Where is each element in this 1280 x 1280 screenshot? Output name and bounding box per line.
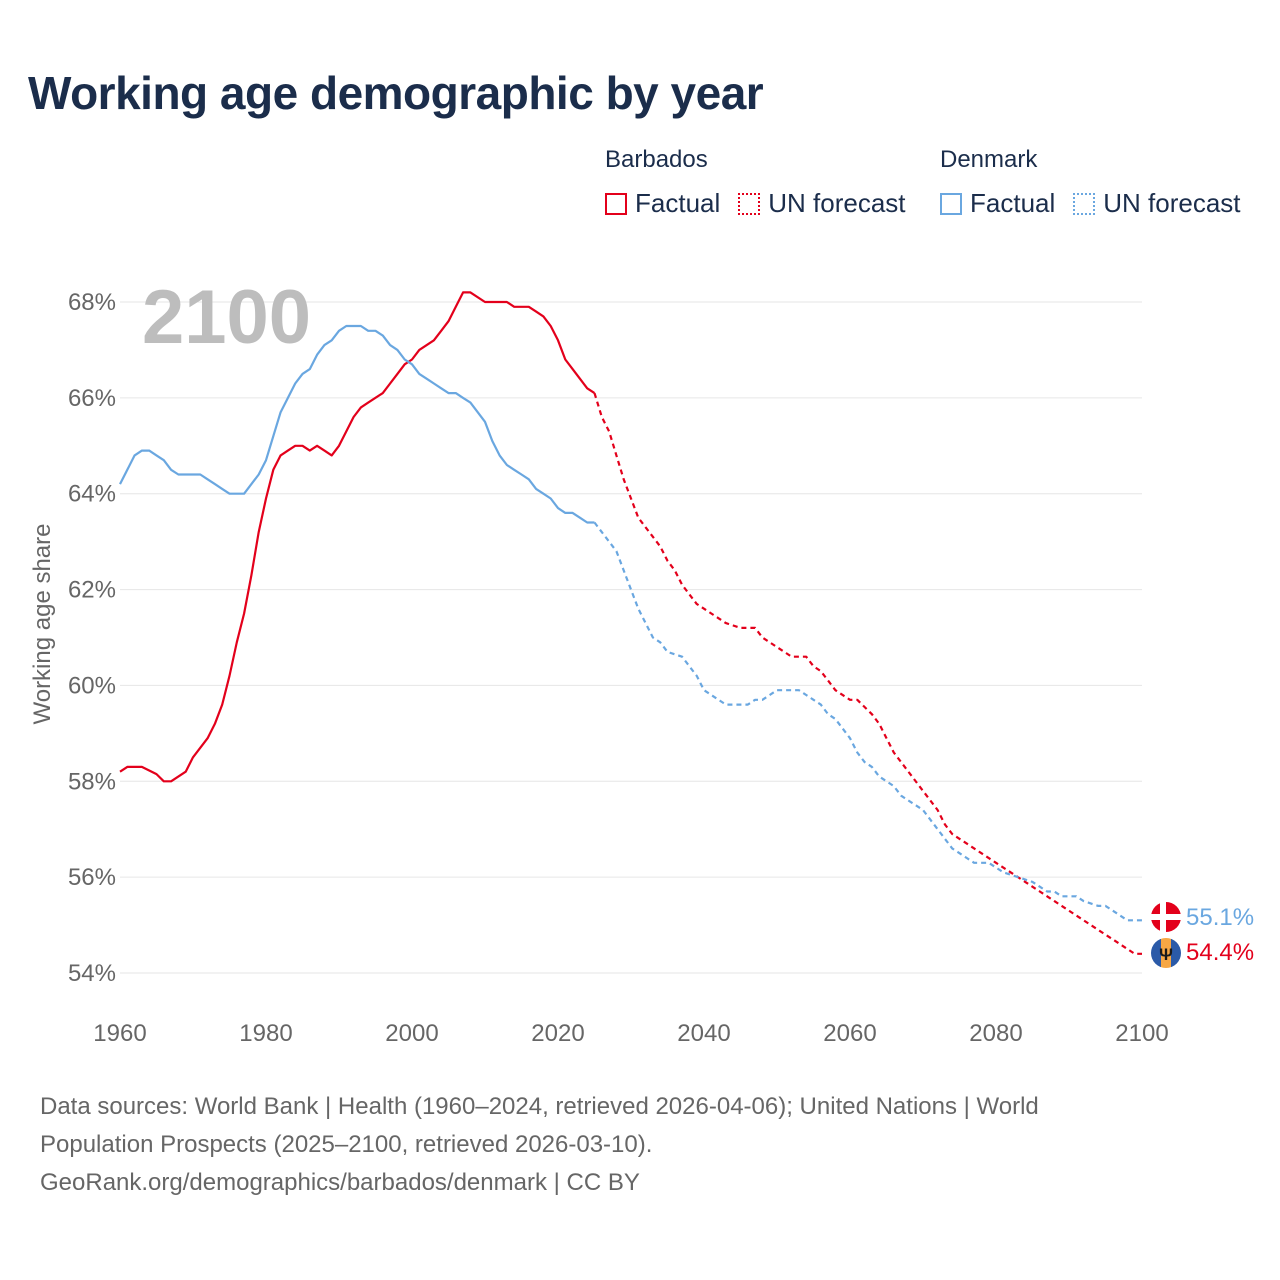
x-axis-ticks: 1960 1980 2000 2020 2040 2060 2080 2100 xyxy=(93,1020,1168,1047)
y-axis-ticks: 54% 56% 58% 60% 62% 64% 66% 68% xyxy=(68,289,116,987)
denmark-flag-icon xyxy=(1151,902,1181,932)
series-line-denmark-forecast xyxy=(593,521,1142,922)
line-chart: 2100 54% 56% 58% 60% 62% 64% 66% 68% 1960 1980 20… xyxy=(29,275,1254,1047)
grid-lines xyxy=(120,301,1142,974)
series-line-barbados-factual xyxy=(119,291,596,783)
y-tick-label: 62% xyxy=(68,577,116,604)
x-tick-label: 2080 xyxy=(969,1020,1022,1047)
legend-item-barbados-factual[interactable]: Factual xyxy=(605,188,720,219)
y-tick-label: 56% xyxy=(68,864,116,891)
x-tick-label: 2100 xyxy=(1115,1020,1168,1047)
legend-swatch-solid-icon xyxy=(605,192,627,215)
x-tick-label: 2040 xyxy=(677,1020,730,1047)
footer-line-2: Population Prospects (2025–2100, retriev… xyxy=(40,1131,653,1158)
footer-link[interactable]: GeoRank.org/demographics/barbados/denmar… xyxy=(40,1169,640,1196)
y-axis-label: Working age share xyxy=(29,524,56,725)
x-tick-label: 2000 xyxy=(385,1020,438,1047)
x-tick-label: 2060 xyxy=(823,1020,876,1047)
barbados-flag-icon: Ψ xyxy=(1151,938,1181,968)
year-watermark: 2100 xyxy=(142,275,311,360)
legend-label: UN forecast xyxy=(1103,188,1241,218)
footer-line-1: Data sources: World Bank | Health (1960–… xyxy=(40,1093,1039,1120)
chart-title: Working age demographic by year xyxy=(28,67,764,119)
legend-label: Factual xyxy=(635,188,721,218)
legend-swatch-solid-icon xyxy=(940,192,962,215)
y-tick-label: 54% xyxy=(68,960,116,987)
x-tick-label: 2020 xyxy=(531,1020,584,1047)
legend-label: UN forecast xyxy=(768,188,906,218)
x-tick-label: 1980 xyxy=(239,1020,292,1047)
series-line-denmark-factual xyxy=(119,324,595,524)
legend-item-denmark-factual[interactable]: Factual xyxy=(940,188,1055,219)
legend-label: Factual xyxy=(970,188,1056,218)
legend-item-barbados-forecast[interactable]: UN forecast xyxy=(738,188,906,219)
series-lines xyxy=(119,291,1142,955)
x-tick-label: 1960 xyxy=(93,1020,146,1047)
end-label-barbados: 54.4% xyxy=(1186,939,1254,966)
end-label-denmark: 55.1% xyxy=(1186,904,1254,931)
series-line-barbados-forecast xyxy=(593,392,1142,955)
y-tick-label: 68% xyxy=(68,289,116,316)
legend-country-barbados: Barbados xyxy=(605,146,708,173)
legend-denmark: Denmark Factual UN forecast xyxy=(940,146,1259,219)
y-tick-label: 66% xyxy=(68,385,116,412)
y-tick-label: 58% xyxy=(68,768,116,795)
legend-swatch-dotted-icon xyxy=(738,192,761,215)
legend-barbados: Barbados Factual UN forecast xyxy=(605,146,924,219)
legend-item-denmark-forecast[interactable]: UN forecast xyxy=(1073,188,1241,219)
legend-swatch-dotted-icon xyxy=(1073,192,1096,215)
legend-country-denmark: Denmark xyxy=(940,146,1038,173)
y-tick-label: 64% xyxy=(68,481,116,508)
svg-text:Ψ: Ψ xyxy=(1159,945,1173,964)
footer-sources: Data sources: World Bank | Health (1960–… xyxy=(40,1088,1240,1202)
y-tick-label: 60% xyxy=(68,672,116,699)
